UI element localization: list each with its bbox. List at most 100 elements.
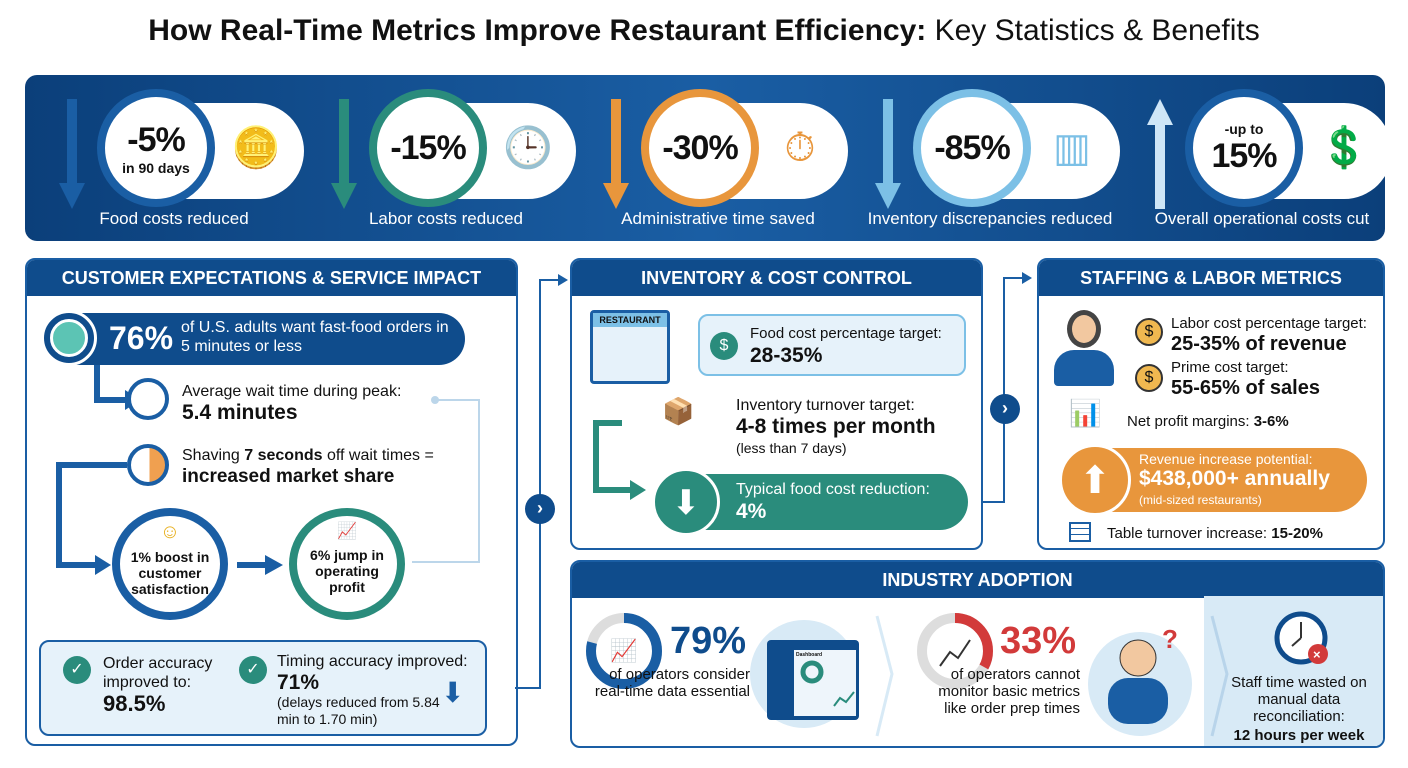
banner-circle: -15% bbox=[369, 89, 487, 207]
panel-connector bbox=[515, 274, 568, 689]
dashboard-title: Dashboard bbox=[796, 652, 823, 658]
growth-chart-icon: 📈 bbox=[610, 638, 638, 663]
banner-prefix: -up to bbox=[1224, 120, 1264, 137]
dollar-up-icon: 💲 bbox=[1319, 126, 1369, 170]
banner-value: -85% bbox=[934, 128, 1010, 167]
shave-bold: 7 seconds bbox=[244, 447, 323, 464]
banner-value: -30% bbox=[662, 128, 738, 167]
stopwatch-icon bbox=[127, 444, 169, 486]
dollar-coin-icon: $ bbox=[1135, 318, 1163, 346]
stat-76-text: of U.S. adults want fast-food orders in … bbox=[181, 319, 449, 355]
banner-label: Overall operational costs cut bbox=[1154, 209, 1370, 228]
clock-down-icon: 🕒 bbox=[503, 126, 553, 170]
growth-chart-icon: 📈 bbox=[337, 523, 357, 540]
labor-value: 25-35% of revenue bbox=[1171, 333, 1347, 355]
stat-76-value: 76% bbox=[109, 320, 174, 356]
turn-note: (less than 7 days) bbox=[736, 440, 847, 456]
barcode-box-icon: ▥ bbox=[1053, 126, 1091, 170]
c-value: 12 hours per week bbox=[1233, 727, 1365, 744]
svg-text:×: × bbox=[1313, 647, 1321, 662]
inventory-header: INVENTORY & COST CONTROL bbox=[572, 260, 981, 296]
order-label: Order accuracy improved to: bbox=[103, 655, 213, 691]
staffing-panel: STAFFING & LABOR METRICS $ Labor cost pe… bbox=[1037, 258, 1385, 550]
prime-value: 55-65% of sales bbox=[1171, 377, 1320, 399]
banner-circle: -30% bbox=[641, 89, 759, 207]
banner-value: 15% bbox=[1211, 136, 1277, 175]
down-arrow-icon: ⬇ bbox=[441, 677, 465, 708]
dollar-coin-icon: $ bbox=[1135, 364, 1163, 392]
food-label: Food cost percentage target: bbox=[750, 325, 942, 342]
satisfaction-text: 1% boost in customer satisfaction bbox=[130, 549, 210, 597]
food-value: 28-35% bbox=[750, 344, 823, 367]
next-chevron-icon: › bbox=[990, 394, 1020, 424]
banner-value: -5% bbox=[127, 120, 185, 159]
title-bold: How Real-Time Metrics Improve Restaurant… bbox=[148, 14, 927, 47]
boxes-cycle-icon: 📦 bbox=[662, 396, 695, 426]
reduce-label: Typical food cost reduction: bbox=[736, 481, 930, 498]
shave-text: Shaving 7 seconds off wait times = bbox=[182, 446, 434, 465]
rev-value: $438,000+ annually bbox=[1139, 467, 1330, 490]
coins-down-icon: 🪙 bbox=[231, 126, 281, 170]
labor-label: Labor cost percentage target: bbox=[1171, 315, 1367, 332]
rev-note: (mid-sized restaurants) bbox=[1139, 493, 1262, 507]
banner-sub: in 90 days bbox=[122, 159, 190, 176]
customer-panel: CUSTOMER EXPECTATIONS & SERVICE IMPACT 7… bbox=[25, 258, 518, 746]
profit-text: 6% jump in operating profit bbox=[310, 547, 384, 595]
stopwatch-gear-icon: ⏱ bbox=[784, 126, 816, 170]
svg-text:?: ? bbox=[1162, 624, 1178, 654]
staff-person-icon bbox=[1053, 310, 1115, 388]
b-text: of operators cannot monitor basic metric… bbox=[938, 666, 1080, 717]
banner-item: -85% ▥ Inventory discrepancies reduced bbox=[845, 75, 1120, 241]
bar-chart-up-icon: 📊 bbox=[1069, 398, 1102, 428]
timing-note: (delays reduced from 5.84 min to 1.70 mi… bbox=[277, 694, 440, 727]
banner-circle: -5% in 90 days bbox=[97, 89, 215, 207]
turn-value: 4-8 times per month bbox=[736, 415, 936, 438]
banner-label: Administrative time saved bbox=[621, 209, 815, 228]
key-stats-banner: -5% in 90 days 🪙 Food costs reduced -15%… bbox=[25, 75, 1385, 241]
wall-clock-icon bbox=[127, 378, 169, 420]
up-arrow-icon: ⬆ bbox=[1059, 444, 1131, 516]
banner-item: -up to 15% 💲 Overall operational costs c… bbox=[1117, 75, 1385, 241]
table-text: Table turnover increase: 15-20% bbox=[1107, 524, 1323, 543]
wait-value: 5.4 minutes bbox=[182, 401, 298, 424]
net-value: 3-6% bbox=[1253, 413, 1289, 430]
up-arrow-icon bbox=[1147, 99, 1173, 209]
staffing-header: STAFFING & LABOR METRICS bbox=[1039, 260, 1383, 296]
clock-icon bbox=[41, 310, 97, 366]
down-arrow-icon bbox=[603, 99, 629, 209]
accuracy-box bbox=[39, 640, 487, 736]
a-text: of operators consider real-time data ess… bbox=[594, 666, 750, 700]
wait-label: Average wait time during peak: bbox=[182, 383, 402, 400]
check-icon: ✓ bbox=[63, 656, 91, 684]
stat-76-banner bbox=[45, 313, 465, 365]
c-text: Staff time wasted on manual data reconci… bbox=[1231, 674, 1367, 725]
dollar-icon: $ bbox=[710, 332, 738, 360]
banner-label: Food costs reduced bbox=[99, 209, 249, 228]
prime-label: Prime cost target: bbox=[1171, 359, 1289, 376]
banner-label: Labor costs reduced bbox=[368, 209, 524, 228]
down-arrow-icon bbox=[331, 99, 357, 209]
food-cost-callout bbox=[698, 314, 966, 376]
b-value: 33% bbox=[1000, 620, 1077, 662]
table-grid-icon bbox=[1069, 522, 1091, 542]
smiley-icon: ☺ bbox=[159, 521, 181, 543]
adoption-panel: INDUSTRY ADOPTION ? × 📈 79% of operators… bbox=[570, 560, 1385, 748]
down-arrow-icon bbox=[875, 99, 901, 209]
panel-connector bbox=[982, 272, 1032, 503]
net-label: Net profit margins: bbox=[1127, 413, 1254, 430]
title-normal: Key Statistics & Benefits bbox=[926, 14, 1260, 47]
page-title: How Real-Time Metrics Improve Restaurant… bbox=[0, 14, 1408, 48]
shave-pre: Shaving bbox=[182, 447, 245, 464]
79-percent-ring bbox=[586, 613, 662, 689]
banner-value: -15% bbox=[390, 128, 466, 167]
banner-circle: -up to 15% bbox=[1185, 89, 1303, 207]
shave-result: increased market share bbox=[182, 466, 395, 487]
timing-value: 71% bbox=[277, 671, 320, 694]
net-text: Net profit margins: 3-6% bbox=[1127, 412, 1289, 431]
banner-item: -30% ⏱ Administrative time saved bbox=[573, 75, 848, 241]
inventory-panel: INVENTORY & COST CONTROL RESTAURANT $ Fo… bbox=[570, 258, 983, 550]
next-chevron-icon: › bbox=[525, 494, 555, 524]
table-label: Table turnover increase: bbox=[1107, 525, 1272, 542]
customer-header: CUSTOMER EXPECTATIONS & SERVICE IMPACT bbox=[27, 260, 516, 296]
reduce-value: 4% bbox=[736, 500, 767, 523]
